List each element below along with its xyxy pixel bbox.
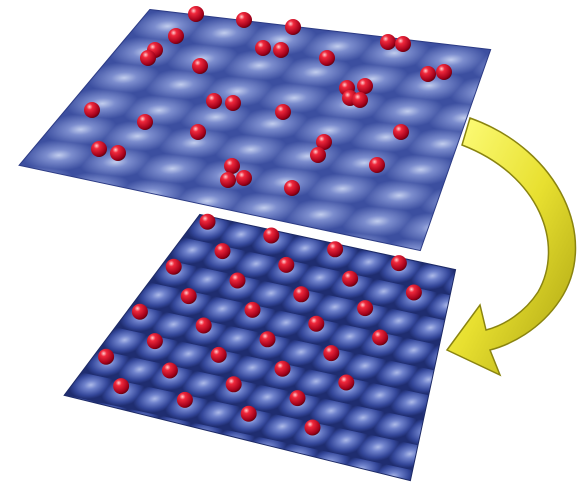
atom [284,180,300,196]
atom [278,256,295,273]
atom [395,36,411,52]
atom [244,301,261,318]
atom [220,172,236,188]
atom [168,28,184,44]
atom [113,378,130,395]
atom [289,390,306,407]
atom [352,92,368,108]
atom [224,158,240,174]
atom [310,147,326,163]
atom [192,58,208,74]
atom [436,64,452,80]
atom [319,50,335,66]
top-sheet-surface [20,10,490,250]
atom [308,315,325,332]
atoms [84,6,452,436]
atom [263,227,280,244]
atom [357,78,373,94]
atom [236,12,252,28]
atom [225,95,241,111]
atom [188,6,204,22]
atom [214,243,231,260]
atom [405,284,422,301]
atom [372,329,389,346]
atom [393,124,409,140]
atom [199,213,216,230]
atom [190,124,206,140]
atom [274,360,291,377]
atom [137,114,153,130]
atom [338,374,355,391]
atom [390,255,407,272]
atom [420,66,436,82]
atom [210,346,227,363]
atom [323,345,340,362]
atom [195,317,212,334]
atom [165,258,182,275]
atom [146,333,163,350]
atom [236,170,252,186]
bottom-sheet-surface [65,215,455,480]
atom [131,303,148,320]
atom [206,93,222,109]
atom [357,300,374,317]
atom [369,157,385,173]
atom [240,405,257,422]
atom [259,331,276,348]
atom [342,270,359,287]
atom [140,50,156,66]
atom [110,145,126,161]
atom [327,241,344,258]
atom [180,288,197,305]
atom [176,391,193,408]
atom [273,42,289,58]
atom [229,272,246,289]
atom [161,362,178,379]
atom [275,104,291,120]
atom [255,40,271,56]
atom [91,141,107,157]
atom [225,376,242,393]
transition-arrow [445,117,577,377]
atom [293,286,310,303]
atom [380,34,396,50]
atom [304,419,321,436]
atom [84,102,100,118]
atom [285,19,301,35]
atom [316,134,332,150]
atom [98,348,115,365]
